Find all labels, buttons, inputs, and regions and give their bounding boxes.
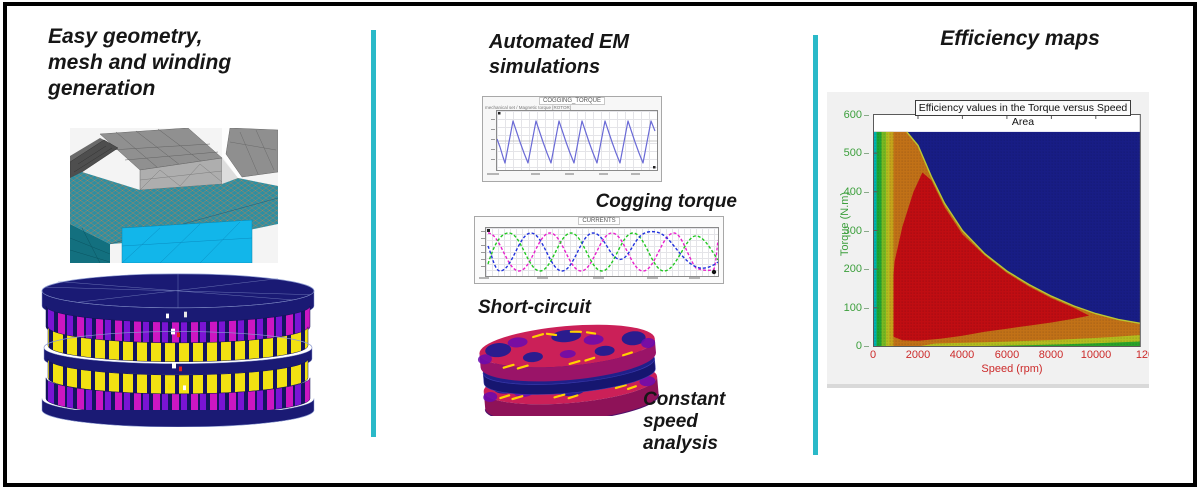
xtick-2000: 2000: [905, 349, 931, 361]
efficiency-ylabel: Torque (N.m): [839, 191, 851, 257]
right-panel-title: Efficiency maps: [940, 27, 1100, 50]
xtick-0: 0: [869, 349, 877, 361]
ytick-0: 0: [833, 340, 869, 352]
efficiency-map-panel: Torque (N.m) 600 500 400 300 200 100 0: [827, 92, 1149, 388]
ytick-100: 100: [833, 302, 869, 314]
efficiency-chart-title: Efficiency values in the Torque versus S…: [915, 100, 1131, 128]
short-circuit-label: Short-circuit: [478, 297, 591, 318]
xtick-4000: 4000: [949, 349, 975, 361]
column-divider-left: [371, 30, 376, 437]
xtick-8000: 8000: [1038, 349, 1064, 361]
efficiency-xlabel: Speed (rpm): [981, 363, 1043, 375]
xtick-10000: 10000: [1080, 349, 1112, 361]
currents-plot: CURRENTS: [474, 216, 724, 284]
short-circuit-field-image: [474, 320, 664, 423]
xtick-6000: 6000: [994, 349, 1020, 361]
ytick-500: 500: [833, 147, 869, 159]
constant-speed-label: Constant speed analysis: [643, 389, 726, 454]
middle-panel-title: Automated EM simulations: [489, 31, 629, 78]
mesh-generation-image: [69, 127, 279, 264]
ytick-200: 200: [833, 263, 869, 275]
efficiency-map-plot-area: [873, 114, 1141, 347]
slide-border: [3, 2, 1197, 487]
cogging-plot-area: [496, 110, 658, 171]
currents-plot-area: [485, 227, 719, 277]
cogging-torque-label: Cogging torque: [595, 191, 737, 212]
ytick-300: 300: [833, 225, 869, 237]
left-panel-title: Easy geometry, mesh and winding generati…: [48, 25, 232, 101]
ytick-600: 600: [833, 109, 869, 121]
xtick-12000: 120: [1135, 349, 1149, 361]
ytick-400: 400: [833, 186, 869, 198]
currents-plot-title: CURRENTS: [475, 217, 723, 225]
cogging-torque-plot: COGGING_TORQUE mechanical set / Magnetic…: [482, 96, 662, 182]
column-divider-right: [813, 35, 818, 455]
motor-winding-image: [38, 272, 318, 428]
cogging-plot-legend: mechanical set / Magnetic torque [ROTOR]: [485, 105, 571, 110]
cogging-plot-title: COGGING_TORQUE: [483, 97, 661, 105]
